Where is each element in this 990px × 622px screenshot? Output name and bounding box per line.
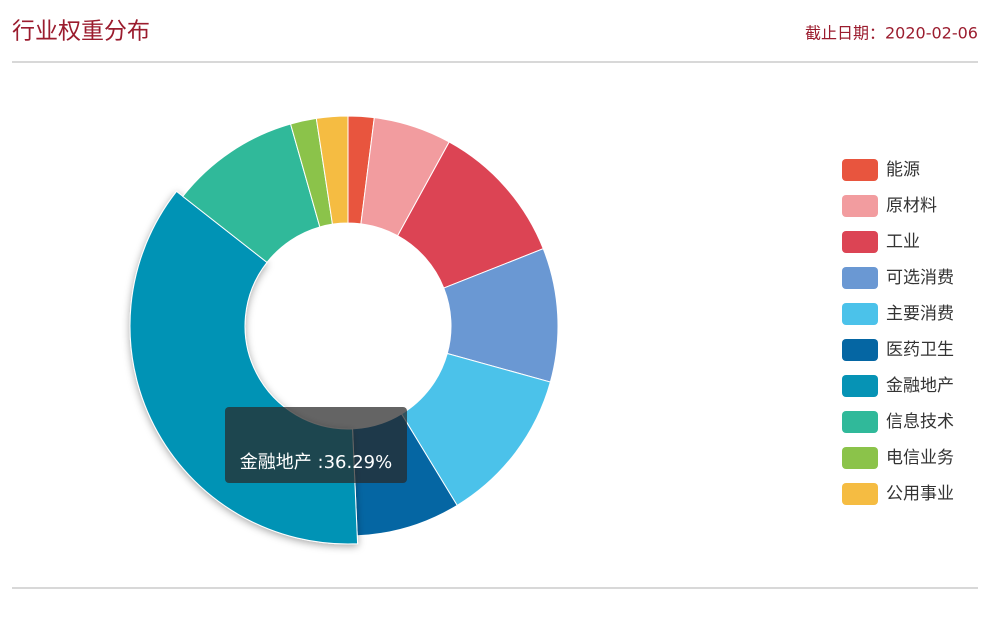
legend-swatch[interactable]: [842, 483, 878, 505]
legend-swatch[interactable]: [842, 375, 878, 397]
slice[interactable]: [315, 115, 349, 225]
tooltip-text: 金融地产 :36.29%: [240, 452, 392, 473]
legend-label[interactable]: 原材料: [886, 196, 937, 216]
legend-label[interactable]: 公用事业: [886, 484, 954, 504]
legend-swatch[interactable]: [842, 447, 878, 469]
legend-label[interactable]: 工业: [886, 232, 920, 252]
legend-label[interactable]: 能源: [886, 160, 920, 180]
tooltip-box: [225, 407, 407, 483]
legend-swatch[interactable]: [842, 195, 878, 217]
chart-title: 行业权重分布: [12, 19, 150, 45]
chart-subtitle: 截止日期：2020-02-06: [805, 24, 978, 43]
tooltip: 金融地产 :36.29%: [225, 407, 407, 483]
legend-swatch[interactable]: [842, 411, 878, 433]
legend-swatch[interactable]: [842, 159, 878, 181]
legend-label[interactable]: 信息技术: [886, 412, 954, 432]
legend-label[interactable]: 医药卫生: [886, 340, 954, 360]
legend-label[interactable]: 主要消费: [886, 304, 954, 324]
legend-label[interactable]: 金融地产: [886, 376, 954, 396]
legend-label[interactable]: 可选消费: [886, 268, 954, 288]
legend-swatch[interactable]: [842, 303, 878, 325]
legend-swatch[interactable]: [842, 339, 878, 361]
legend-label[interactable]: 电信业务: [886, 448, 954, 468]
legend-swatch[interactable]: [842, 267, 878, 289]
legend-swatch[interactable]: [842, 231, 878, 253]
